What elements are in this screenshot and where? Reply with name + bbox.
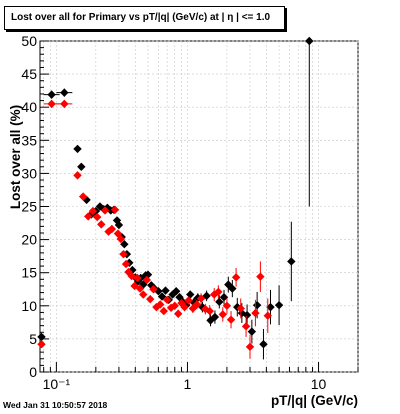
y-tick-label: 20 [21,232,37,248]
data-point [184,296,193,305]
data-point [100,206,110,215]
data-point [274,300,284,310]
y-tick-label: 15 [21,265,37,281]
data-point [149,285,158,294]
y-tick-label: 35 [21,132,37,148]
data-point [95,202,105,211]
data-point [247,327,257,336]
data-point [47,99,56,109]
data-point [196,294,206,303]
data-point [87,210,96,219]
y-axis-label: Lost over all (%) [8,105,23,209]
axis-layer: 0 5 10 15 20 25 30 35 40 45 50 10⁻¹ 1 10 [21,33,359,392]
data-point [130,281,139,291]
data-point [287,257,296,266]
data-point [78,192,88,201]
data-point [210,312,220,322]
data-point [170,301,179,310]
data-point [156,300,165,309]
data-point [180,302,189,312]
data-point [37,332,46,342]
data-point [135,284,145,293]
grid-layer [40,40,359,373]
data-point [162,295,172,305]
data-point [206,316,215,325]
data-point [121,259,131,269]
data-point [228,284,237,293]
data-point [256,272,265,281]
data-point [113,229,123,238]
data-point [97,220,106,229]
data-point [146,294,155,304]
data-point [186,290,195,299]
data-point [174,309,183,318]
data-point [139,290,148,299]
data-point [251,308,260,318]
plot-frame [39,40,359,373]
data-point [84,212,93,221]
y-tick-label: 40 [21,99,37,115]
data-point [245,342,255,352]
data-point [171,287,181,296]
y-tick-label: 0 [29,364,37,380]
data-point [231,273,241,282]
x-tick-label: 10 [311,376,327,392]
data-point [114,220,124,230]
y-tick-label: 5 [29,331,37,347]
footer-timestamp: Wed Jan 31 10:50:57 2018 [3,400,108,410]
data-point [222,301,232,310]
data-point [120,240,129,249]
data-point [142,275,152,285]
data-point [236,304,245,313]
data-point [205,306,214,316]
data-point [242,310,252,320]
data-point [110,205,120,215]
data-point [241,322,251,331]
data-point [73,144,82,154]
chart-title: Lost over all for Primary vs pT/|q| (GeV… [4,6,285,30]
y-tick-label: 45 [21,66,37,82]
x-tick-label: 10⁻¹ [43,376,71,392]
data-point [214,287,223,297]
data-layer [37,36,314,360]
y-tick-label: 30 [21,165,37,181]
data-point [219,292,229,302]
data-point [157,292,167,301]
data-point [218,310,227,319]
y-tick-label: 25 [21,199,37,215]
data-point [192,300,202,309]
data-point [259,339,268,349]
data-point [266,302,275,312]
data-point [73,171,82,180]
data-point [133,273,142,283]
data-point [93,212,102,222]
data-point [116,234,125,244]
data-point [175,292,184,302]
data-point [125,258,134,267]
data-point [161,286,170,295]
data-point [88,206,98,216]
data-point [60,88,69,97]
data-point [215,297,224,307]
data-point [37,339,46,349]
data-point [60,99,69,109]
data-point [104,227,113,236]
data-point [263,311,272,320]
y-tick-label: 10 [21,298,37,314]
data-point [305,36,314,46]
data-point [226,315,236,324]
data-point [119,249,128,259]
data-point [159,306,169,316]
x-tick-label: 1 [184,376,192,392]
data-point [47,90,56,99]
y-tick-label: 50 [21,33,37,49]
x-axis-label: pT/|q| (GeV/c) [271,393,358,408]
data-point [77,162,86,171]
data-point [107,224,117,234]
